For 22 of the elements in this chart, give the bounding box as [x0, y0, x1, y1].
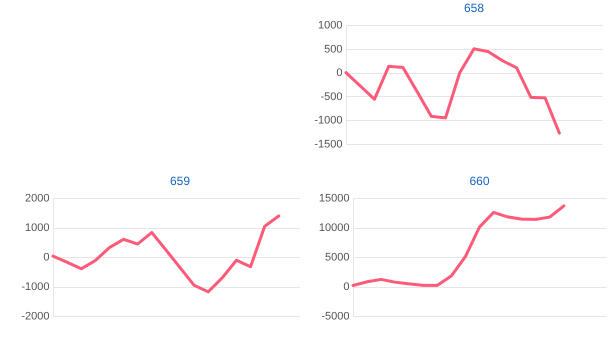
y-tick-label: 15000: [318, 192, 350, 204]
chart-title: 660: [469, 174, 490, 188]
y-tick-label: 1000: [318, 20, 342, 32]
chart-title: 659: [170, 174, 190, 188]
y-tick-label: 10000: [318, 222, 350, 234]
chart-title: 658: [464, 1, 484, 15]
y-tick-label: -500: [320, 90, 342, 103]
y-tick-label: 0: [336, 67, 342, 80]
line-series: [344, 47, 561, 135]
y-tick-label: 1000: [25, 222, 50, 234]
y-tick-label: 5000: [325, 252, 350, 264]
y-tick-label: -2000: [21, 310, 50, 322]
y-tick-label: -5000: [321, 310, 350, 322]
line-series: [352, 204, 566, 287]
line-series: [52, 214, 280, 294]
y-tick-label: -1000: [314, 114, 342, 127]
y-tick-label: -1500: [314, 138, 342, 150]
y-tick-label: -1000: [21, 281, 50, 293]
y-tick-label: 0: [343, 281, 350, 293]
y-tick-label: 500: [324, 43, 342, 56]
y-tick-label: 0: [43, 252, 50, 264]
y-tick-label: 2000: [25, 192, 50, 204]
